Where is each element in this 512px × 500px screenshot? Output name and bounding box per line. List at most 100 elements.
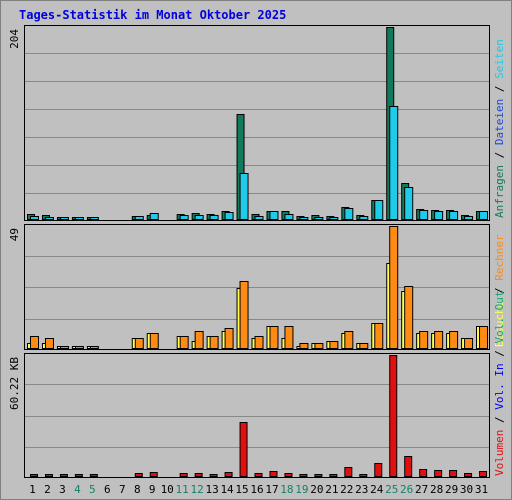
x-tick-day-11: 11 bbox=[176, 483, 189, 496]
legend-item-anfragen: Anfragen bbox=[493, 165, 506, 218]
legend-item-besuche: Besuche bbox=[493, 301, 506, 347]
bar-seiten-day-9 bbox=[149, 213, 159, 220]
x-tick-day-28: 28 bbox=[430, 483, 443, 496]
bar-seiten-day-25 bbox=[389, 106, 399, 220]
bar-volumen-day-12 bbox=[194, 473, 203, 477]
bar-rechner-day-4 bbox=[74, 346, 84, 349]
plot-panel-1 bbox=[24, 25, 490, 221]
bar-volumen-day-3 bbox=[59, 474, 68, 477]
bar-volumen-day-26 bbox=[404, 456, 413, 477]
bar-seiten-day-24 bbox=[374, 200, 384, 220]
bar-volumen-day-11 bbox=[179, 473, 188, 477]
bar-volumen-day-29 bbox=[449, 470, 458, 477]
bar-volumen-day-16 bbox=[254, 473, 263, 477]
bar-rechner-day-18 bbox=[284, 326, 294, 349]
bar-volumen-day-13 bbox=[209, 474, 218, 477]
bar-volumen-day-23 bbox=[359, 474, 368, 477]
bar-volumen-day-20 bbox=[314, 474, 323, 477]
bar-seiten-day-20 bbox=[314, 217, 324, 220]
legend-panel-1: Anfragen / Dateien / Seiten bbox=[493, 39, 506, 218]
bar-volumen-day-2 bbox=[44, 474, 53, 477]
bar-volumen-day-14 bbox=[224, 472, 233, 477]
legend-item-volumen: Volumen bbox=[493, 430, 506, 476]
x-tick-day-31: 31 bbox=[475, 483, 488, 496]
bar-seiten-day-27 bbox=[419, 210, 429, 220]
bar-seiten-day-30 bbox=[464, 216, 474, 220]
x-tick-day-19: 19 bbox=[295, 483, 308, 496]
bar-seiten-day-3 bbox=[59, 217, 69, 220]
bar-rechner-day-3 bbox=[59, 346, 69, 349]
bar-seiten-day-14 bbox=[224, 212, 234, 220]
x-tick-day-13: 13 bbox=[205, 483, 218, 496]
bar-volumen-day-25 bbox=[389, 355, 398, 477]
bar-volumen-day-28 bbox=[434, 470, 443, 477]
x-tick-day-26: 26 bbox=[400, 483, 413, 496]
x-tick-day-7: 7 bbox=[119, 483, 126, 496]
x-tick-day-21: 21 bbox=[325, 483, 338, 496]
bar-rechner-day-24 bbox=[374, 323, 384, 349]
bar-volumen-day-22 bbox=[344, 467, 353, 477]
bar-rechner-day-11 bbox=[179, 336, 189, 349]
bar-seiten-day-21 bbox=[329, 217, 339, 220]
bar-volumen-day-15 bbox=[239, 422, 248, 477]
bar-seiten-day-15 bbox=[239, 173, 249, 220]
bar-seiten-day-8 bbox=[134, 216, 144, 220]
x-tick-day-1: 1 bbox=[29, 483, 36, 496]
bar-rechner-day-22 bbox=[344, 331, 354, 349]
bar-rechner-day-30 bbox=[464, 338, 474, 349]
bar-volumen-day-30 bbox=[464, 473, 473, 477]
legend-item-vol-in: Vol. In bbox=[493, 363, 506, 409]
bar-volumen-day-27 bbox=[419, 469, 428, 477]
bar-volumen-day-1 bbox=[30, 474, 38, 477]
bar-seiten-day-28 bbox=[434, 211, 444, 220]
x-tick-day-14: 14 bbox=[220, 483, 234, 496]
bar-rechner-day-15 bbox=[239, 281, 249, 349]
bar-rechner-day-26 bbox=[404, 286, 414, 349]
bar-seiten-day-19 bbox=[299, 217, 309, 220]
bar-seiten-day-5 bbox=[89, 217, 99, 220]
bar-volumen-day-17 bbox=[269, 471, 278, 477]
bar-seiten-day-1 bbox=[30, 216, 39, 220]
bar-rechner-day-2 bbox=[44, 338, 54, 349]
y-axis-label: 204 bbox=[8, 29, 21, 49]
bar-rechner-day-1 bbox=[30, 336, 39, 349]
y-axis-label: 49 bbox=[8, 228, 21, 241]
bar-volumen-day-5 bbox=[89, 474, 98, 477]
bar-seiten-day-22 bbox=[344, 208, 354, 220]
x-tick-day-5: 5 bbox=[89, 483, 96, 496]
chart-title: Tages-Statistik im Monat Oktober 2025 bbox=[19, 8, 287, 22]
bar-rechner-day-28 bbox=[434, 331, 444, 349]
bar-rechner-day-17 bbox=[269, 326, 279, 349]
bar-rechner-day-16 bbox=[254, 336, 264, 349]
x-tick-day-9: 9 bbox=[149, 483, 156, 496]
bar-volumen-day-9 bbox=[149, 472, 158, 477]
bar-rechner-day-23 bbox=[359, 343, 369, 349]
bar-rechner-day-13 bbox=[209, 336, 219, 349]
y-axis-label: 60.22 KB bbox=[8, 357, 21, 410]
bar-seiten-day-11 bbox=[179, 215, 189, 220]
x-tick-day-2: 2 bbox=[44, 483, 51, 496]
bar-rechner-day-5 bbox=[89, 346, 99, 349]
bar-volumen-day-8 bbox=[134, 473, 143, 477]
bar-rechner-day-31 bbox=[479, 326, 489, 349]
x-tick-day-8: 8 bbox=[134, 483, 141, 496]
bar-rechner-day-9 bbox=[149, 333, 159, 349]
bar-seiten-day-26 bbox=[404, 187, 414, 220]
x-tick-day-27: 27 bbox=[415, 483, 428, 496]
bar-seiten-day-4 bbox=[74, 217, 84, 220]
bar-rechner-day-19 bbox=[299, 343, 309, 349]
plot-panel-2 bbox=[24, 224, 490, 350]
bar-rechner-day-25 bbox=[389, 226, 399, 349]
bar-seiten-day-23 bbox=[359, 216, 369, 220]
bar-rechner-day-21 bbox=[329, 341, 339, 349]
x-tick-day-22: 22 bbox=[340, 483, 353, 496]
bar-rechner-day-12 bbox=[194, 331, 204, 349]
bar-rechner-day-20 bbox=[314, 343, 324, 349]
x-tick-day-15: 15 bbox=[235, 483, 248, 496]
legend-item-dateien: Dateien bbox=[493, 99, 506, 145]
bar-seiten-day-29 bbox=[449, 211, 459, 220]
bar-seiten-day-2 bbox=[44, 217, 54, 220]
x-tick-day-20: 20 bbox=[310, 483, 323, 496]
legend-panel-3: Volumen / Vol. In / Vol. Out bbox=[493, 291, 506, 476]
x-tick-day-12: 12 bbox=[191, 483, 204, 496]
